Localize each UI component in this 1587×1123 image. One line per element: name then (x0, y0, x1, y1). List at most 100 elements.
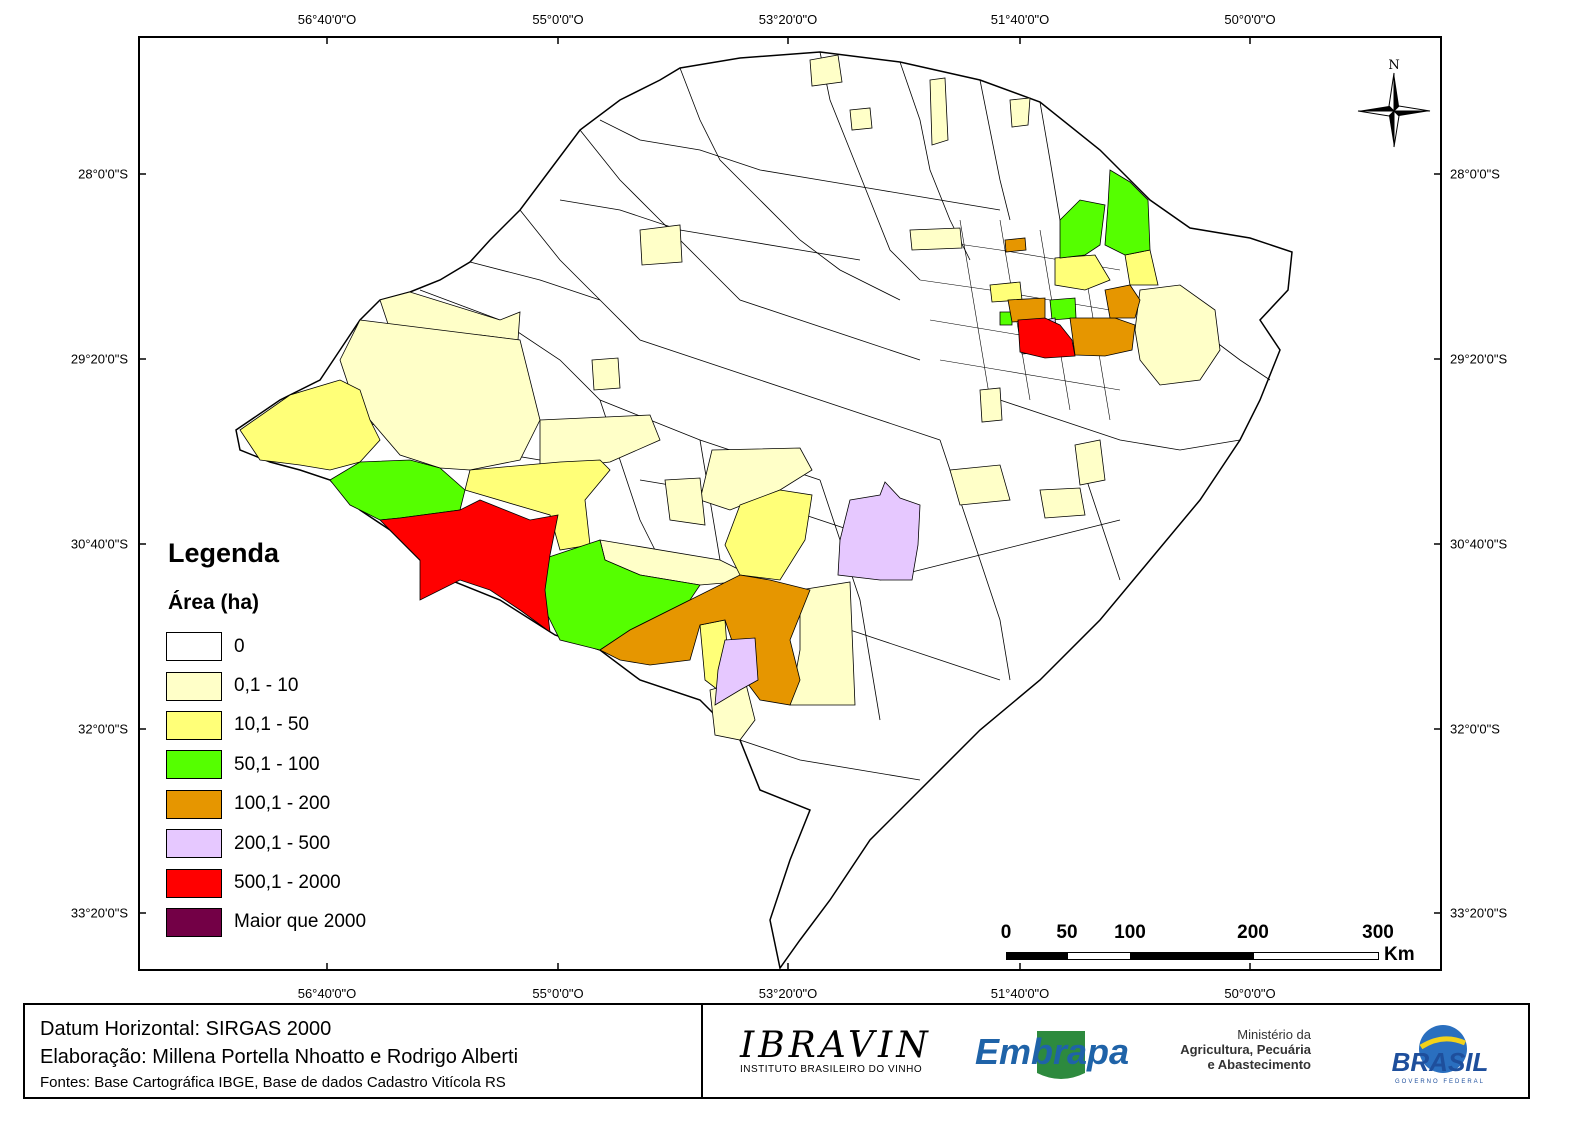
scale-label-200: 200 (1237, 922, 1269, 943)
scale-segment (1253, 952, 1379, 960)
sources-text: Fontes: Base Cartográfica IBGE, Base de … (40, 1074, 506, 1091)
ministerio-line-2: Agricultura, Pecuária (1180, 1042, 1311, 1057)
region-light-yellow-n2 (809, 54, 843, 87)
region-light-yellow-n6 (591, 357, 621, 391)
ministerio-line-1: Ministério da (1237, 1027, 1311, 1042)
ibravin-logo: IBRAVIN INSTITUTO BRASILEIRO DO VINHO (740, 1025, 940, 1085)
legend-item-label: 0 (234, 635, 245, 657)
region-orange-ne2 (1104, 284, 1141, 319)
region-red-ne (1017, 317, 1076, 359)
region-light-yellow-south (789, 581, 856, 706)
region-yellow-ne3 (989, 281, 1023, 303)
legend-item-label: 50,1 - 100 (234, 753, 320, 775)
brasil-globe-icon: BRASIL GOVERNO FEDERAL (1392, 1025, 1489, 1085)
coord-left-3: 30°40'0"S (70, 536, 128, 552)
embrapa-logo: Embrapa (975, 1023, 1135, 1083)
legend-swatch (166, 868, 222, 898)
embrapa-name: Embrapa (975, 1031, 1130, 1072)
coord-top-3: 53°20'0"O (758, 12, 818, 27)
embrapa-mark-icon (1037, 1031, 1085, 1079)
datum-text: Datum Horizontal: SIRGAS 2000 (40, 1018, 332, 1040)
legend-title: Legenda (168, 538, 280, 568)
scale-bar: 0 50 100 200 300 Km (1000, 920, 1440, 970)
legend-item-label: 100,1 - 200 (234, 793, 331, 815)
region-light-yellow-center (539, 414, 661, 471)
brasil-governo-federal-logo: BRASIL GOVERNO FEDERAL (1365, 1019, 1515, 1089)
legend-swatch (166, 710, 222, 740)
coord-top-2: 55°0'0"O (532, 12, 584, 27)
region-light-yellow-n1 (639, 224, 683, 266)
coord-bottom-2: 55°0'0"O (532, 986, 584, 1001)
region-green-ne4 (1049, 297, 1077, 321)
region-light-yellow-ne4 (1074, 439, 1106, 486)
scale-label-50: 50 (1056, 922, 1078, 943)
region-orange-ne1 (1069, 317, 1136, 357)
footer-panel: Datum Horizontal: SIRGAS 2000 Elaboração… (23, 1003, 1530, 1099)
legend-swatch (166, 671, 222, 701)
ibravin-name: IBRAVIN (740, 1025, 932, 1066)
region-orange-ne4 (1004, 237, 1027, 253)
coord-top-1: 56°40'0"O (297, 12, 357, 27)
region-yellow-west (239, 379, 381, 471)
brasil-text: BRASIL (1392, 1047, 1489, 1077)
legend-item: 200,1 - 500 (166, 824, 426, 863)
scale-label-300: 300 (1362, 922, 1394, 943)
scale-segment (1006, 952, 1068, 960)
region-light-yellow-ne2 (949, 464, 1011, 506)
legend-item: 100,1 - 200 (166, 785, 426, 824)
legend-swatch (166, 632, 222, 662)
legend-item-label: 0,1 - 10 (234, 675, 299, 697)
legend-item: 500,1 - 2000 (166, 863, 426, 902)
authors-text: Elaboração: Millena Portella Nhoatto e R… (40, 1046, 519, 1068)
legend-item: 0 (166, 627, 426, 666)
region-lilac-center (837, 481, 921, 581)
coord-left-1: 28°0'0"S (78, 166, 128, 182)
legend-item: 50,1 - 100 (166, 745, 426, 784)
class-fills (239, 54, 1221, 741)
footer-divider (701, 1005, 703, 1097)
scale-label-0: 0 (1000, 922, 1012, 943)
coord-left-2: 29°20'0"S (70, 351, 128, 367)
frame-ticks (138, 36, 1442, 971)
coord-right-4: 32°0'0"S (1450, 721, 1500, 737)
coord-top-5: 50°0'0"O (1224, 12, 1276, 27)
scale-label-100: 100 (1114, 922, 1146, 943)
region-light-yellow-n4 (929, 77, 949, 146)
legend-swatch (166, 829, 222, 859)
legend-subtitle: Área (ha) (168, 591, 260, 614)
legend-item: Maior que 2000 (166, 903, 426, 942)
region-light-yellow-northeast (1134, 284, 1221, 386)
scale-segment (1130, 952, 1254, 960)
region-lilac-south (714, 637, 759, 706)
legend-item-label: 10,1 - 50 (234, 714, 309, 736)
legend-item-label: 500,1 - 2000 (234, 872, 341, 894)
coord-right-3: 30°40'0"S (1450, 536, 1508, 552)
footer-credits: Datum Horizontal: SIRGAS 2000 Elaboração… (40, 1015, 518, 1095)
region-red-west (379, 499, 559, 633)
region-light-yellow-n7 (909, 227, 963, 251)
region-light-yellow-n5 (1009, 97, 1031, 128)
legend-item: 0,1 - 10 (166, 666, 426, 705)
coord-bottom-4: 51°40'0"O (990, 986, 1050, 1001)
scale-unit: Km (1384, 944, 1415, 965)
coord-left-5: 33°20'0"S (70, 905, 128, 921)
region-yellow-mid (724, 489, 813, 581)
region-light-yellow-ne3 (1039, 487, 1086, 519)
region-light-yellow-n3 (849, 107, 873, 131)
governo-federal-text: GOVERNO FEDERAL (1395, 1079, 1485, 1085)
legend-swatch (166, 907, 222, 937)
scale-segment (1067, 952, 1131, 960)
legend-swatch (166, 789, 222, 819)
north-arrow-icon: N (1357, 58, 1431, 148)
legend-item: 10,1 - 50 (166, 706, 426, 745)
region-green-ne3 (999, 311, 1013, 326)
north-label: N (1388, 58, 1399, 73)
region-green-ne1 (1059, 199, 1106, 259)
coord-bottom-3: 53°20'0"O (758, 986, 818, 1001)
region-yellow-center (464, 459, 611, 551)
coord-right-5: 33°20'0"S (1450, 905, 1508, 921)
ministerio-logo: Ministério da Agricultura, Pecuária e Ab… (1155, 1027, 1311, 1072)
coord-bottom-1: 56°40'0"O (297, 986, 357, 1001)
coord-bottom-5: 50°0'0"O (1224, 986, 1276, 1001)
